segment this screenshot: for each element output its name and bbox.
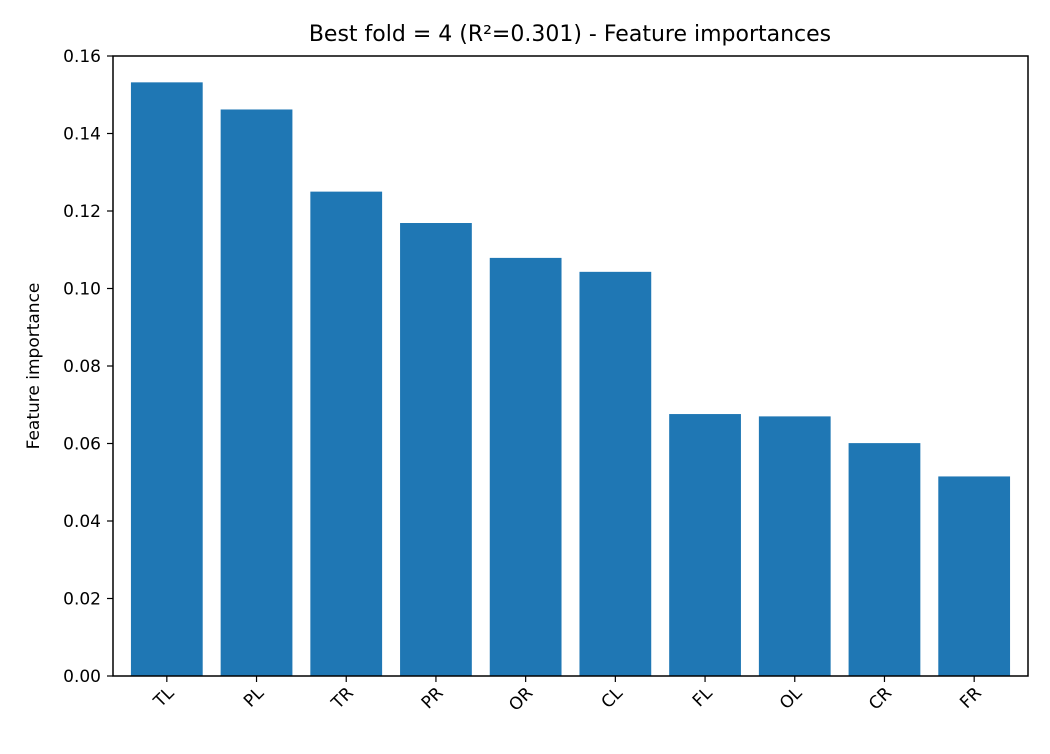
bars-layer [130, 82, 1011, 677]
y-tick-label: 0.04 [63, 512, 101, 532]
bar-tl [130, 82, 203, 677]
y-tick-label: 0.02 [63, 590, 101, 610]
bar-tr [310, 191, 383, 677]
bar-fl [669, 414, 741, 676]
plot-frame [112, 55, 1029, 677]
bar-cl [579, 271, 652, 676]
y-tick-label: 0.16 [63, 47, 101, 67]
x-tick-label-pl: PL [240, 683, 268, 711]
x-tick-label-fl: FL [689, 683, 717, 711]
bar-fr [938, 476, 1011, 676]
y-tick-label: 0.08 [63, 357, 101, 377]
x-tick-label-tr: TR [327, 683, 358, 714]
bar-pr [400, 223, 472, 676]
y-tick-label: 0.10 [63, 280, 101, 300]
bar-ol [758, 416, 831, 677]
x-axis: TL PL TR PR OR CL FL OL CR FR [149, 676, 986, 715]
x-tick-label-cl: CL [598, 683, 628, 713]
bar-or [489, 257, 562, 676]
x-tick-label-pr: PR [418, 683, 448, 713]
y-axis: 0.00 0.02 0.04 0.06 0.08 0.10 0.12 0.14 0.16 [63, 47, 113, 687]
chart-title: Best fold = 4 (R²=0.301) - Feature impor… [309, 22, 831, 47]
x-tick-label-tl: TL [149, 683, 178, 712]
x-tick-label-ol: OL [776, 683, 807, 714]
y-tick-label: 0.00 [63, 667, 101, 687]
x-tick-label-or: OR [505, 683, 537, 715]
y-tick-label: 0.14 [63, 125, 101, 145]
y-tick-label: 0.06 [63, 435, 101, 455]
x-tick-label-fr: FR [956, 683, 986, 713]
bar-pl [220, 109, 293, 677]
x-tick-label-cr: CR [865, 683, 896, 714]
bar-cr [848, 443, 921, 676]
y-tick-label: 0.12 [63, 202, 101, 222]
y-axis-label: Feature importance [24, 283, 44, 450]
